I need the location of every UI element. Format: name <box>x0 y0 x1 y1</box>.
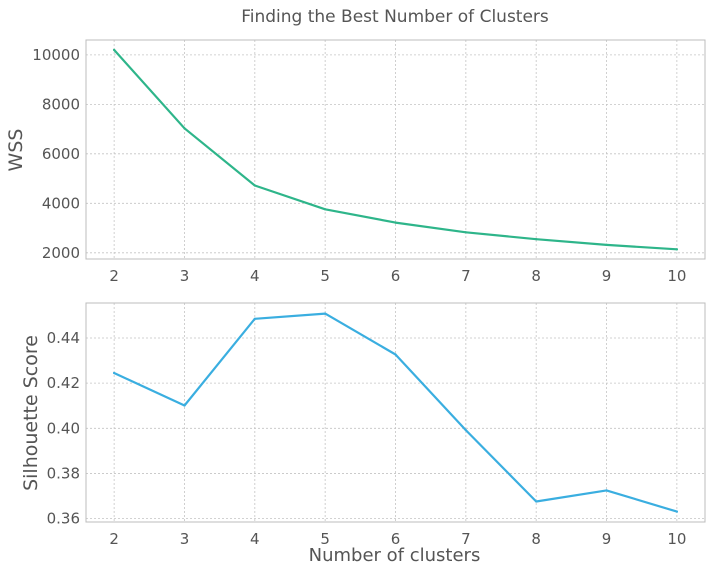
x-tick-label: 6 <box>391 267 401 285</box>
data-point <box>394 353 397 356</box>
chart-title: Finding the Best Number of Clusters <box>241 7 549 27</box>
y-tick-label: 10000 <box>32 46 80 64</box>
y-tick-label: 8000 <box>42 95 80 113</box>
data-point <box>183 404 186 407</box>
y-tick-label: 0.38 <box>47 464 80 482</box>
data-point <box>675 510 678 513</box>
x-tick-label: 8 <box>531 530 541 548</box>
x-tick-label: 4 <box>250 530 260 548</box>
x-tick-label: 3 <box>180 267 190 285</box>
x-tick-label: 5 <box>320 267 330 285</box>
data-point <box>113 48 116 51</box>
x-tick-label: 8 <box>531 267 541 285</box>
data-point <box>464 429 467 432</box>
data-point <box>675 248 678 251</box>
data-point <box>394 221 397 224</box>
x-tick-label: 10 <box>667 530 686 548</box>
data-point <box>605 489 608 492</box>
data-point <box>183 127 186 130</box>
y-axis-label: Silhouette Score <box>20 335 42 491</box>
data-point <box>535 500 538 503</box>
x-tick-label: 7 <box>461 530 471 548</box>
data-point <box>324 312 327 315</box>
x-tick-label: 7 <box>461 267 471 285</box>
x-tick-label: 4 <box>250 267 260 285</box>
y-tick-label: 0.42 <box>47 374 80 392</box>
silhouette-panel: 2 3 4 5 6 7 8 9 10 0.36 0.38 0.40 0.42 0.44 Silhouette… <box>20 302 706 566</box>
y-axis-label: WSS <box>5 129 27 172</box>
data-point <box>253 317 256 320</box>
x-tick-label: 3 <box>180 530 190 548</box>
y-tick-label: 2000 <box>42 244 80 262</box>
x-tick-label: 5 <box>320 530 330 548</box>
x-tick-label: 9 <box>602 530 612 548</box>
x-tick-label: 9 <box>602 267 612 285</box>
x-axis-label: Number of clusters <box>309 545 481 566</box>
y-tick-label: 0.40 <box>47 419 80 437</box>
y-tick-label: 0.36 <box>47 510 80 528</box>
wss-panel: 2 3 4 5 6 7 8 9 10 2000 4000 6000 8000 10000 WSS <box>5 39 706 285</box>
plot-frame <box>85 302 706 523</box>
y-tick-label: 6000 <box>42 145 80 163</box>
data-point <box>464 231 467 234</box>
x-tick-label: 10 <box>667 267 686 285</box>
data-point <box>324 208 327 211</box>
y-tick-label: 0.44 <box>47 329 80 347</box>
data-point <box>253 184 256 187</box>
x-tick-label: 2 <box>109 530 119 548</box>
x-tick-label: 6 <box>391 530 401 548</box>
data-point <box>113 371 116 375</box>
x-tick-label: 2 <box>109 267 119 285</box>
data-point <box>535 238 538 241</box>
plot-frame <box>85 39 706 260</box>
data-point <box>605 243 608 246</box>
y-tick-label: 4000 <box>42 194 80 212</box>
